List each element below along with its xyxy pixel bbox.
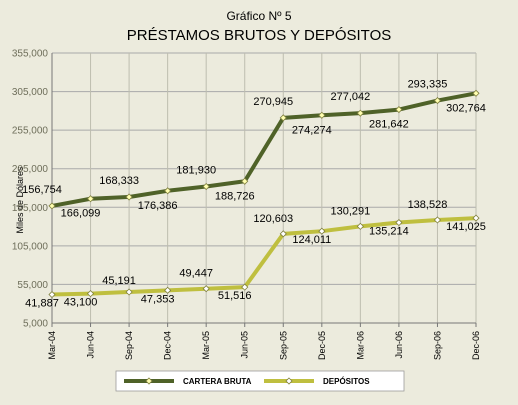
data-point: [48, 202, 56, 210]
y-tick-labels: 5,000 55,000 105,000 155,000 205,000 255,000 3…: [12, 49, 49, 330]
data-label: 274,274: [292, 124, 332, 136]
data-label: 51,516: [218, 290, 252, 302]
data-point: [472, 89, 480, 97]
data-point: [164, 286, 172, 294]
x-tick-label: Sep-06: [432, 331, 442, 360]
data-label: 277,042: [330, 91, 370, 103]
data-label: 43,100: [64, 297, 98, 309]
legend-marker: [285, 377, 293, 385]
data-label: 49,447: [179, 268, 213, 280]
data-label: 181,930: [176, 165, 216, 177]
data-point: [356, 109, 364, 117]
data-point: [241, 177, 249, 185]
data-label: 302,764: [446, 102, 486, 114]
data-point: [318, 111, 326, 119]
series-line-depositos: [51, 216, 477, 297]
x-tick-label: Dec-06: [471, 331, 481, 360]
chart-subtitle: PRÉSTAMOS BRUTOS Y DEPÓSITOS: [127, 27, 392, 44]
data-label: 120,603: [253, 213, 293, 225]
x-tick-label: Mar-04: [47, 331, 57, 360]
data-point: [395, 106, 403, 114]
y-tick-label: 355,000: [12, 49, 49, 60]
data-point: [433, 97, 442, 105]
x-tick-labels: Mar-04 Jun-04 Sep-04 Dec-04 Mar-05 Jun-05 Sep-…: [47, 331, 481, 360]
chart-title: Gráfico Nº 5: [226, 9, 291, 23]
legend-label: DEPÓSITOS: [323, 377, 370, 386]
legend: CARTERA BRUTA DEPÓSITOS: [115, 370, 405, 392]
legend-box: [115, 370, 405, 392]
x-tick-label: Dec-05: [317, 331, 327, 360]
y-tick-label: 55,000: [17, 280, 48, 291]
data-label: 138,528: [408, 199, 448, 211]
data-point: [279, 114, 287, 122]
x-tick-label: Dec-04: [163, 331, 173, 360]
axes: [51, 53, 477, 327]
data-label: 281,642: [369, 119, 409, 131]
y-tick-label: 205,000: [12, 164, 49, 175]
legend-marker: [145, 377, 153, 385]
data-point: [86, 195, 95, 203]
data-point: [433, 216, 442, 224]
x-tick-label: Jun-06: [394, 331, 404, 359]
y-tick-label: 255,000: [12, 126, 49, 137]
data-label: 47,353: [141, 293, 175, 305]
legend-label: CARTERA BRUTA: [183, 377, 252, 386]
data-point: [395, 218, 403, 227]
series-line-cartera-bruta: [51, 91, 477, 208]
data-label: 124,011: [292, 234, 331, 246]
data-label: 188,726: [215, 190, 255, 202]
data-point: [356, 222, 364, 230]
data-point: [86, 290, 95, 298]
data-point: [202, 285, 210, 293]
data-label: 41,887: [25, 298, 59, 310]
data-point: [279, 230, 287, 238]
x-tick-label: Sep-04: [124, 331, 134, 360]
data-label: 270,945: [253, 96, 293, 108]
y-axis-label: Miles de Dólares: [15, 166, 25, 234]
data-label: 293,335: [408, 79, 448, 91]
y-tick-label: 305,000: [12, 87, 49, 98]
x-tick-label: Mar-06: [355, 331, 365, 360]
y-tick-label: 5,000: [23, 319, 48, 330]
data-point: [472, 214, 480, 222]
data-label: 130,291: [330, 205, 370, 217]
x-tick-label: Sep-05: [278, 331, 288, 360]
data-point: [125, 193, 133, 201]
x-tick-label: Mar-05: [201, 331, 211, 360]
data-point: [48, 290, 56, 299]
x-tick-label: Jun-05: [240, 331, 250, 359]
data-label: 166,099: [61, 208, 101, 220]
data-point: [125, 288, 133, 296]
data-point: [241, 283, 249, 291]
data-label: 135,214: [369, 226, 409, 238]
data-point: [318, 227, 326, 235]
series-lines: [48, 89, 480, 299]
data-label: 168,333: [99, 175, 139, 187]
y-tick-label: 105,000: [12, 241, 49, 252]
data-point: [164, 187, 172, 195]
data-label: 176,386: [138, 200, 178, 212]
data-labels: 156,754 166,099 168,333 176,386 181,930 188,7…: [22, 79, 486, 310]
data-label: 141,025: [446, 221, 486, 233]
y-tick-label: 155,000: [12, 203, 49, 214]
x-tick-label: Jun-04: [86, 331, 96, 359]
data-label: 45,191: [102, 275, 136, 287]
data-label: 156,754: [22, 184, 62, 196]
data-point: [202, 182, 210, 191]
